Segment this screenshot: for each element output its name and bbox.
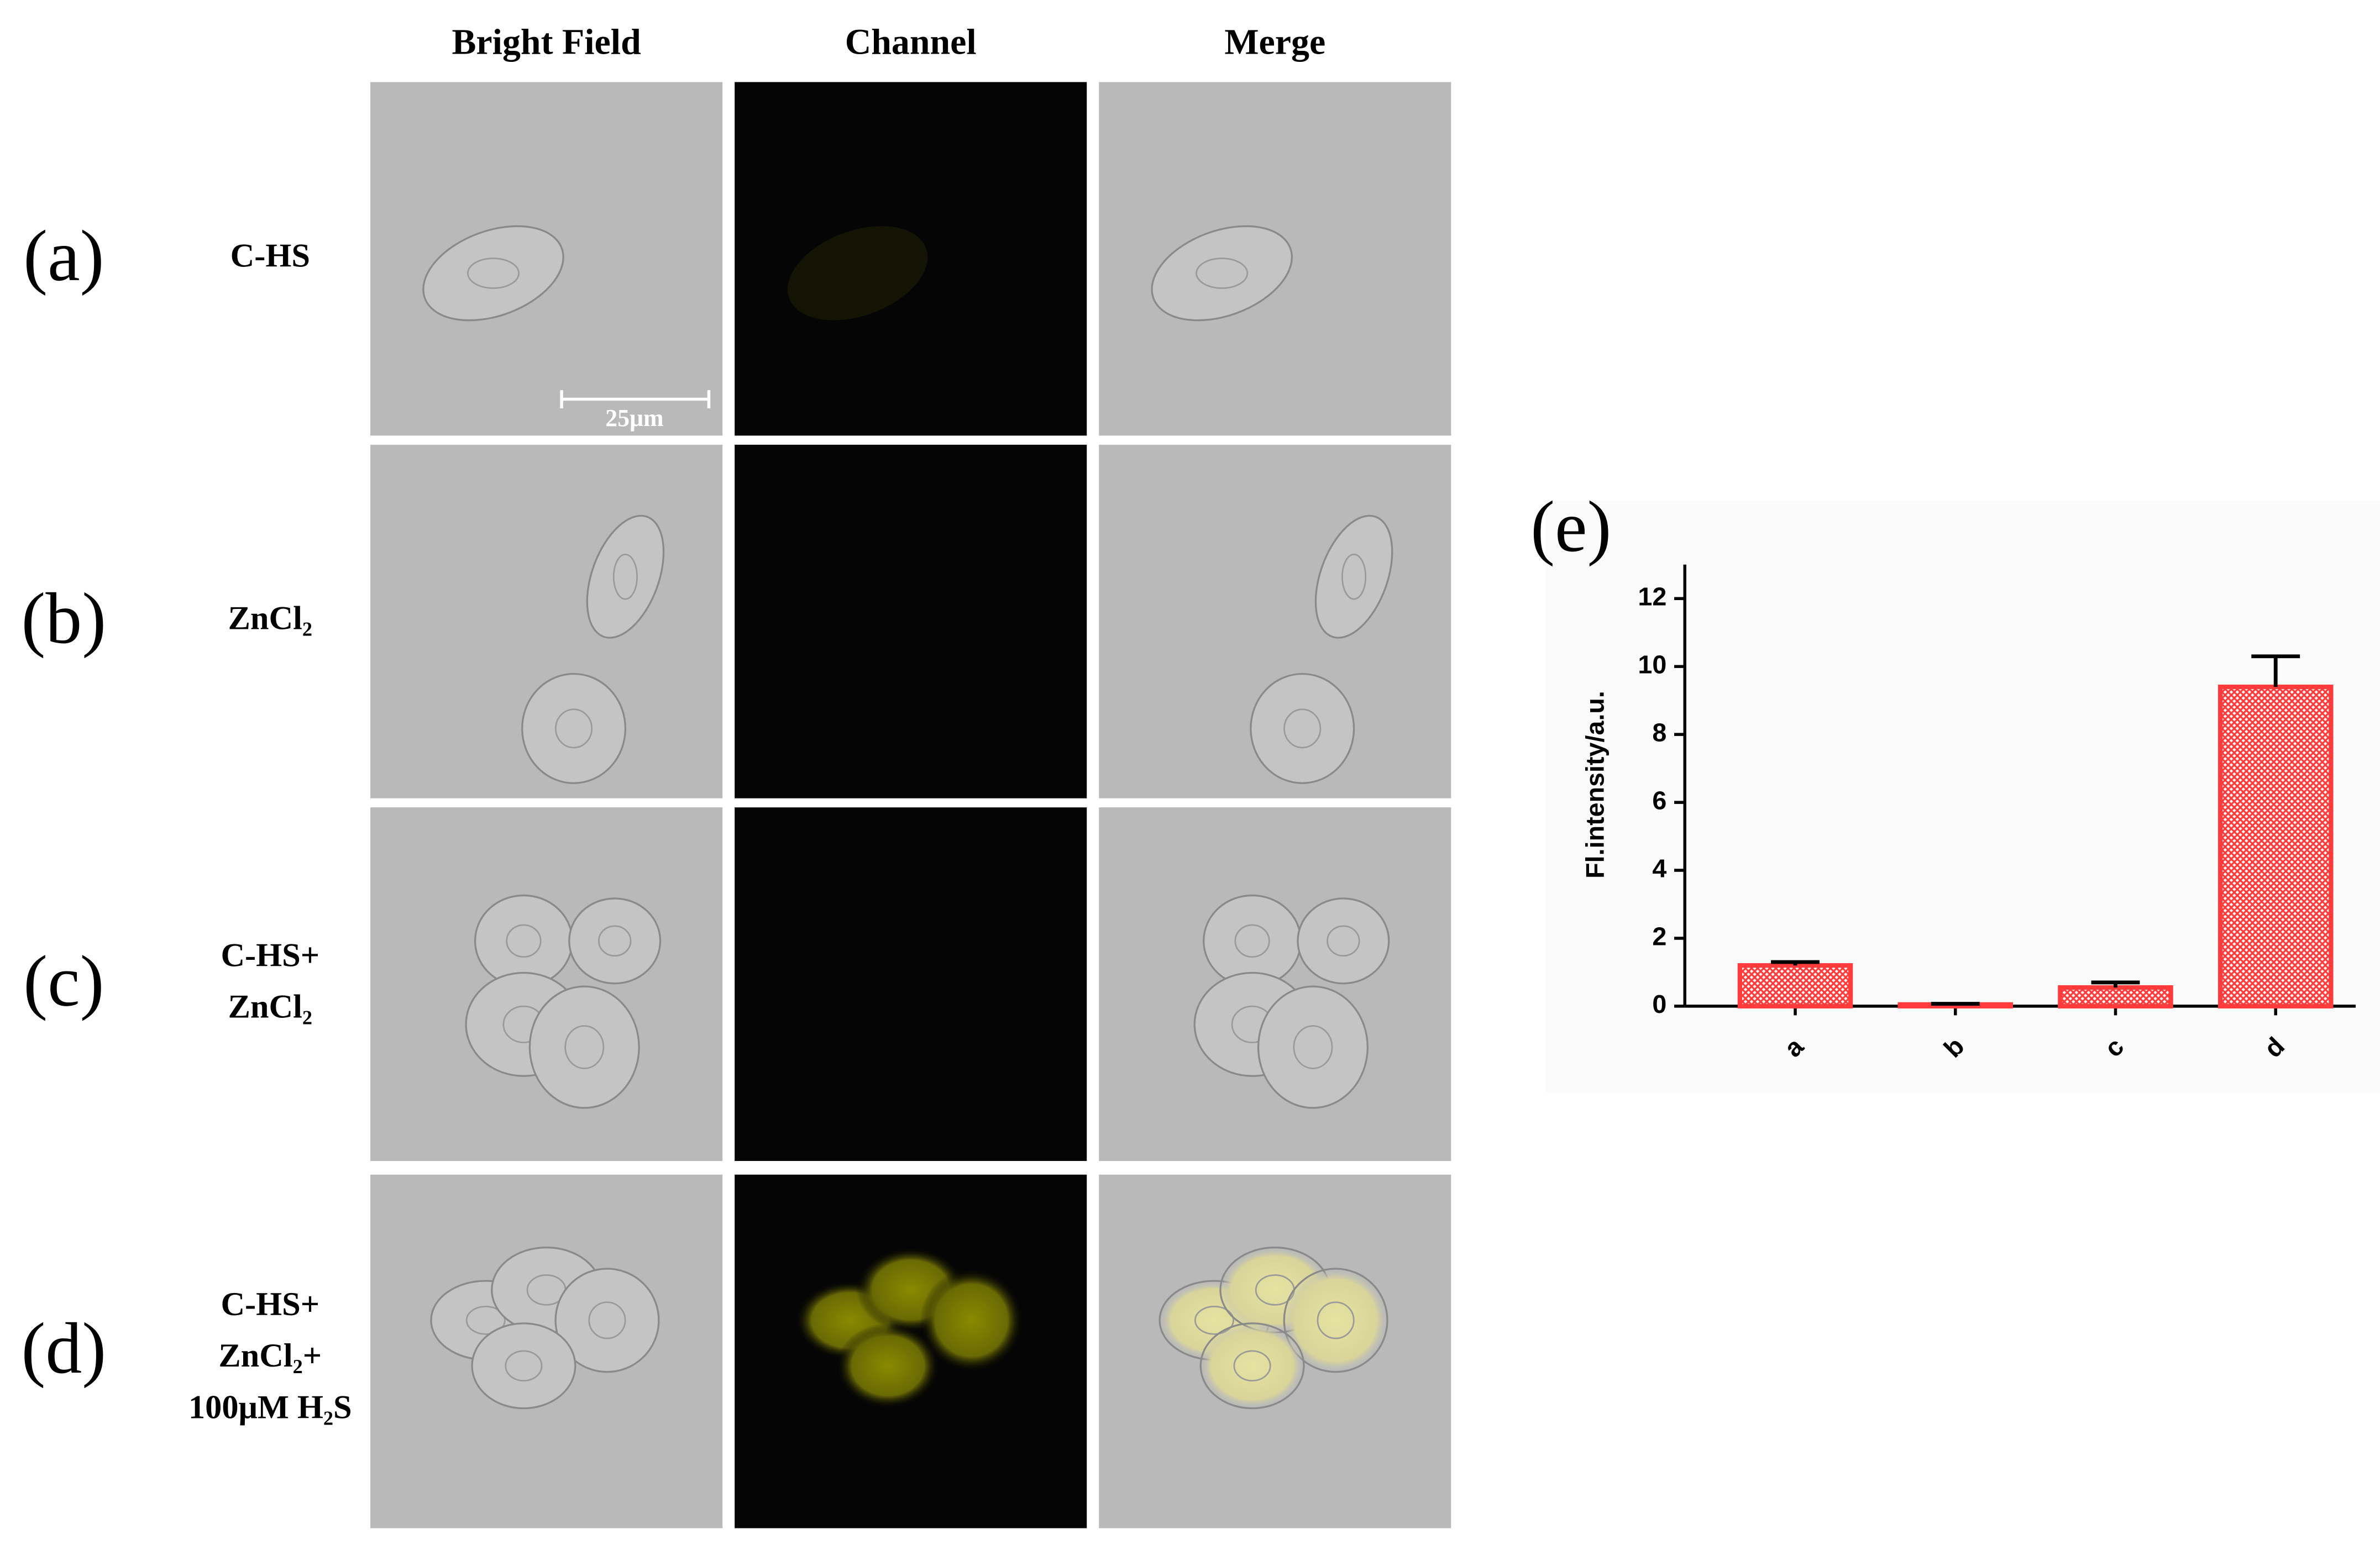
row-label: ZnCl₂+ xyxy=(218,1337,322,1374)
cell xyxy=(554,1268,660,1373)
panel-label: (e) xyxy=(1530,486,1611,567)
y-tick-label: 12 xyxy=(1638,582,1666,611)
bar xyxy=(2058,985,2173,1009)
cell xyxy=(422,225,564,322)
nucleus xyxy=(1327,925,1360,957)
fluorescent-cell xyxy=(920,1268,1023,1372)
column-header: Bright Field xyxy=(452,22,641,62)
cell xyxy=(586,514,665,639)
column-header: Merge xyxy=(1224,22,1325,62)
nucleus xyxy=(505,1350,543,1382)
nucleus xyxy=(466,258,520,289)
cell xyxy=(1314,514,1393,639)
row-label: 100μM H₂S xyxy=(188,1389,352,1426)
cell xyxy=(528,985,640,1109)
fluorescence-image xyxy=(735,444,1087,798)
y-tick-label: 6 xyxy=(1652,786,1666,814)
nucleus xyxy=(506,924,542,958)
fluorescence-image xyxy=(735,807,1087,1162)
column-header: Channel xyxy=(845,22,977,62)
panel-label: (c) xyxy=(23,941,104,1022)
y-axis-label: Fl.intensity/a.u. xyxy=(1580,691,1609,879)
panel-label: (a) xyxy=(23,216,104,296)
row-label: C-HS xyxy=(230,237,310,274)
cell xyxy=(521,672,627,784)
fluorescent-cell xyxy=(787,226,928,320)
cell xyxy=(1151,225,1293,322)
row-label: ZnCl₂ xyxy=(228,989,312,1026)
nucleus xyxy=(1283,708,1322,749)
y-tick-label: 2 xyxy=(1652,922,1666,950)
cell xyxy=(471,1322,576,1410)
row-label: C-HS+ xyxy=(221,937,319,974)
nucleus xyxy=(1293,1025,1333,1069)
nucleus xyxy=(1317,1301,1355,1339)
cell xyxy=(1199,1322,1305,1410)
bar xyxy=(1737,963,1853,1009)
cell xyxy=(1283,1268,1388,1373)
nucleus xyxy=(1196,258,1249,289)
panel-label: (d) xyxy=(21,1308,106,1389)
nucleus xyxy=(612,554,638,600)
micrographs xyxy=(370,82,1451,1528)
cell xyxy=(1250,672,1355,784)
bar xyxy=(2218,684,2334,1009)
nucleus xyxy=(1234,924,1270,958)
nucleus xyxy=(1341,554,1367,600)
y-tick-label: 10 xyxy=(1638,650,1666,679)
fluorescent-cell xyxy=(836,1323,940,1409)
cell xyxy=(1297,897,1390,985)
scale-bar-label: 25μm xyxy=(605,404,663,432)
cell xyxy=(568,897,662,985)
y-tick-label: 0 xyxy=(1652,990,1666,1018)
row-label: C-HS+ xyxy=(221,1286,319,1323)
nucleus xyxy=(465,1306,506,1335)
nucleus xyxy=(1194,1306,1234,1335)
y-tick-label: 4 xyxy=(1652,854,1666,882)
nucleus xyxy=(588,1301,626,1339)
nucleus xyxy=(555,708,593,749)
row-label: ZnCl₂ xyxy=(228,600,312,637)
nucleus xyxy=(597,925,632,957)
y-tick-label: 8 xyxy=(1652,718,1666,747)
cell xyxy=(1257,985,1369,1109)
nucleus xyxy=(564,1025,605,1069)
panel-label: (b) xyxy=(21,578,106,659)
nucleus xyxy=(1233,1350,1271,1382)
